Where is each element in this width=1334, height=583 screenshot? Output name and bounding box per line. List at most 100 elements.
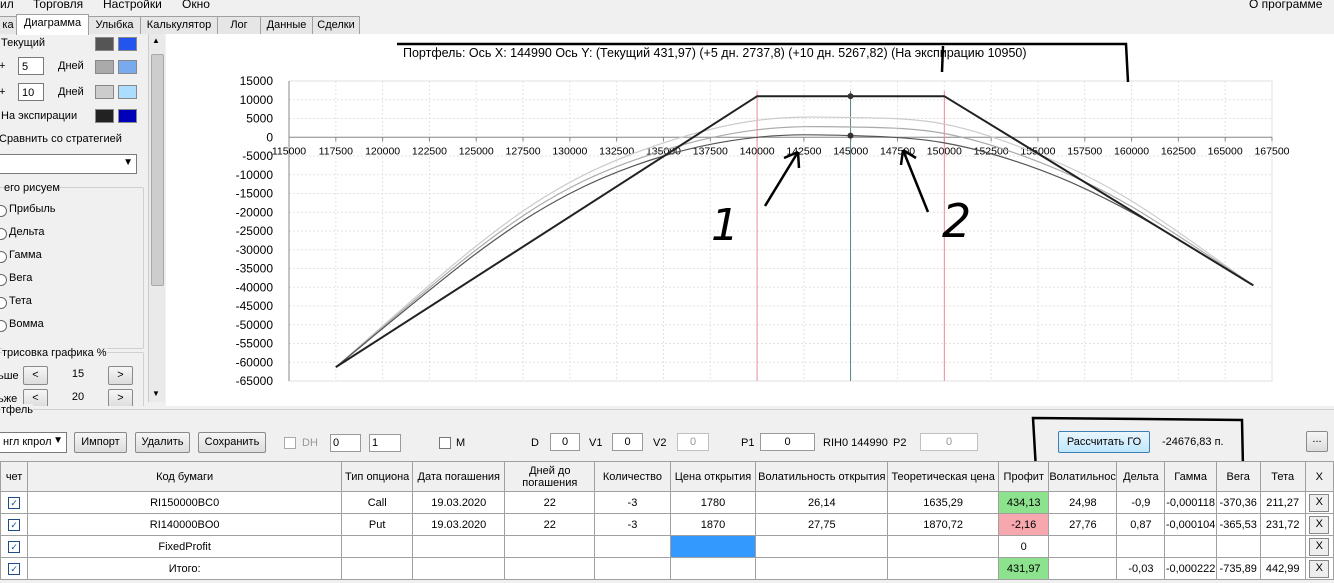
less-increase-button[interactable]: > (108, 389, 133, 406)
scroll-thumb[interactable] (151, 54, 164, 286)
portfolio-group-label: тфель (1, 404, 33, 416)
m-checkbox[interactable] (439, 437, 451, 449)
table-cell[interactable]: ✓ (0, 513, 29, 536)
plus1-days-input[interactable]: 5 (18, 57, 44, 75)
table-cell[interactable]: X (1304, 535, 1334, 558)
remove-row-button[interactable]: X (1309, 537, 1330, 556)
remove-row-button[interactable]: X (1309, 493, 1330, 512)
table-cell (755, 535, 889, 558)
more-options-button[interactable]: ... (1306, 431, 1328, 452)
tab-calculator[interactable]: Калькулятор (140, 16, 218, 34)
column-header[interactable]: Цена открытия (669, 461, 757, 492)
compare-strategy-label[interactable]: Сравнить со стратегией (0, 133, 122, 145)
column-header[interactable]: Дельта (1116, 461, 1166, 492)
plus1-color-swatch-2[interactable] (118, 60, 137, 74)
menu-about[interactable]: О программе (1249, 0, 1323, 11)
plus1-color-swatch[interactable] (95, 60, 114, 74)
table-cell: 19.03.2020 (412, 491, 506, 514)
y-tick-label: -25000 (236, 224, 274, 238)
v2-input[interactable]: 0 (677, 433, 709, 451)
tab-diagram[interactable]: Диаграмма (16, 14, 89, 35)
table-row[interactable]: ✓ FixedProfit 0 X (0, 535, 1334, 558)
dh-spin-1[interactable]: 0 (330, 434, 361, 452)
current-color-swatch[interactable] (95, 37, 114, 51)
tab-smile[interactable]: Улыбка (88, 16, 141, 34)
table-cell (594, 535, 671, 558)
tab-log[interactable]: Лог (217, 16, 261, 34)
column-header[interactable]: Количество (594, 461, 671, 492)
column-header[interactable]: Тета (1259, 461, 1306, 492)
column-header[interactable]: Гамма (1164, 461, 1217, 492)
current-color-swatch-2[interactable] (118, 37, 137, 51)
table-cell[interactable]: X (1304, 491, 1334, 514)
column-header[interactable]: Дней до погашения (504, 461, 596, 492)
more-increase-button[interactable]: > (108, 366, 133, 385)
column-header[interactable]: Дата погашения (412, 461, 506, 492)
column-header[interactable]: Волатильность (1048, 461, 1118, 492)
column-header[interactable]: Волатильность открытия (755, 461, 889, 492)
expiration-color-swatch[interactable] (95, 109, 114, 123)
menu-file[interactable]: ил (0, 0, 14, 11)
column-header[interactable]: Код бумаги (27, 461, 343, 492)
more-decrease-button[interactable]: < (23, 366, 48, 385)
table-cell[interactable]: X (1304, 557, 1334, 580)
tab-strip: ка Диаграмма Улыбка Калькулятор Лог Данн… (0, 14, 360, 35)
dh-checkbox[interactable] (284, 437, 296, 449)
compare-strategy-select[interactable]: ▼ (0, 154, 137, 174)
scroll-down-icon[interactable]: ▼ (152, 389, 160, 398)
plus2-color-swatch-2[interactable] (118, 85, 137, 99)
table-cell: RI150000BC0 (27, 491, 343, 514)
table-cell[interactable]: ✓ (0, 491, 29, 514)
series-line (335, 116, 1254, 368)
column-header[interactable]: Теоретическая цена (887, 461, 1000, 492)
row-checkbox[interactable]: ✓ (8, 518, 21, 531)
x-tick-label: 137500 (693, 145, 728, 157)
table-row[interactable]: ✓ Итого: 431,97 -0,03 -0,000222 -735,89 442,99… (0, 557, 1334, 580)
tab-deals[interactable]: Сделки (312, 16, 360, 34)
import-button[interactable]: Импорт (74, 432, 127, 453)
calc-go-button[interactable]: Рассчитать ГО (1058, 431, 1150, 453)
save-button[interactable]: Сохранить (198, 432, 266, 453)
d-input[interactable]: 0 (550, 433, 580, 451)
delete-button[interactable]: Удалить (135, 432, 190, 453)
table-cell[interactable]: ✓ (0, 557, 29, 580)
menu-window[interactable]: Окно (182, 0, 210, 11)
table-row[interactable]: ✓ RI150000BC0 Call 19.03.2020 22 -3 1780 26,14 1… (0, 491, 1334, 514)
portfolio-select[interactable]: нгл кпрол ▼ (0, 432, 67, 453)
column-header[interactable]: Вега (1215, 461, 1261, 492)
tab-data[interactable]: Данные (260, 16, 313, 34)
row-checkbox[interactable]: ✓ (8, 540, 21, 553)
p1-input[interactable]: 0 (760, 433, 815, 451)
table-row[interactable]: ✓ RI140000BO0 Put 19.03.2020 22 -3 1870 27,75 18… (0, 513, 1334, 536)
radio-delta-label: Дельта (9, 226, 45, 238)
column-header[interactable]: Профит (998, 461, 1050, 492)
v2-label: V2 (653, 437, 667, 449)
handdrawn-box-title (397, 42, 1130, 83)
table-cell: 27,75 (755, 513, 889, 536)
column-header[interactable]: Тип опциона (341, 461, 414, 492)
table-cell: 24,98 (1048, 491, 1118, 514)
left-panel-scrollbar[interactable]: ▲ ▼ (148, 34, 165, 402)
column-header[interactable]: X (1304, 461, 1334, 492)
remove-row-button[interactable]: X (1309, 559, 1330, 578)
expiration-color-swatch-2[interactable] (118, 109, 137, 123)
remove-row-button[interactable]: X (1309, 515, 1330, 534)
plus2-color-swatch[interactable] (95, 85, 114, 99)
table-cell[interactable]: X (1304, 513, 1334, 536)
menu-settings[interactable]: Настройки (103, 0, 162, 11)
payoff-chart[interactable]: 15000 10000 5000 0 -5000 -10000 -15000 -20000 -2… (166, 34, 1334, 406)
column-header[interactable]: чет (0, 461, 29, 492)
plus2-days-input[interactable]: 10 (18, 83, 44, 101)
row-checkbox[interactable]: ✓ (8, 562, 21, 575)
table-cell[interactable]: ✓ (0, 535, 29, 558)
y-tick-label: -60000 (236, 355, 274, 369)
dh-spin-2[interactable]: 1 (369, 434, 401, 452)
scroll-up-icon[interactable]: ▲ (152, 36, 160, 45)
p2-input[interactable]: 0 (920, 433, 978, 451)
less-decrease-button[interactable]: < (23, 389, 48, 406)
y-tick-label: -5000 (242, 149, 273, 163)
v1-input[interactable]: 0 (612, 433, 643, 451)
row-checkbox[interactable]: ✓ (8, 496, 21, 509)
menu-trading[interactable]: Торговля (33, 0, 84, 11)
table-cell: RI140000BO0 (27, 513, 343, 536)
